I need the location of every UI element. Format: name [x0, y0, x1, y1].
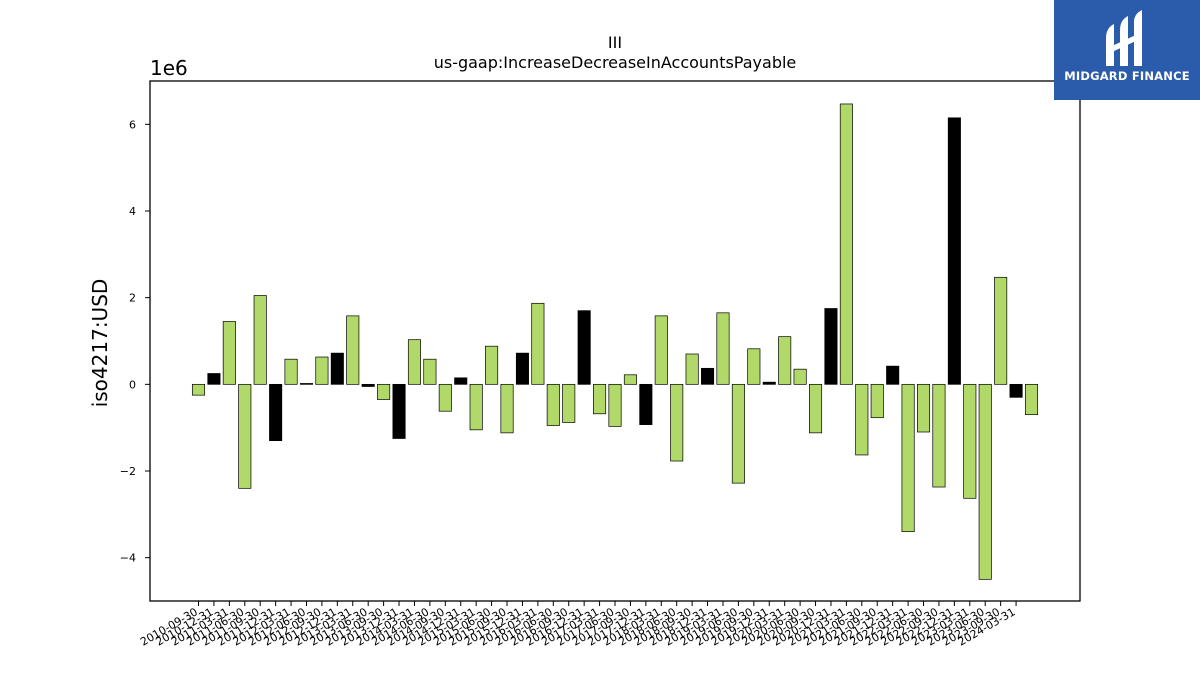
bar-2016-09-30: [562, 383, 576, 423]
bar-2020-06-30: [793, 368, 807, 385]
bar-2011-12-31: [269, 383, 283, 442]
bar-2021-03-31: [839, 103, 853, 385]
y-axis-label: iso4217:USD: [88, 279, 112, 408]
bar-2013-06-30: [361, 383, 375, 387]
chart-subtitle: us-gaap:IncreaseDecreaseInAccountsPayabl…: [434, 53, 797, 72]
bar-2013-03-31: [346, 315, 360, 385]
y-tick-label: 2: [129, 292, 136, 305]
bar-2022-03-31: [901, 383, 915, 533]
bar-2014-03-31: [407, 339, 421, 385]
bar-2016-03-31: [531, 302, 545, 385]
y-tick-label: 0: [129, 378, 136, 391]
bar-2023-09-30: [994, 276, 1008, 385]
bar-2019-09-30: [747, 348, 761, 385]
bars-layer: [191, 103, 1039, 580]
bar-2018-09-30: [685, 353, 699, 385]
bar-2012-06-30: [299, 383, 313, 385]
logo-text: MIDGARD FINANCE: [1064, 69, 1190, 83]
bar-2015-09-30: [500, 383, 514, 434]
bar-2020-09-30: [809, 383, 823, 434]
bar-2018-12-31: [701, 367, 715, 385]
bar-2011-06-30: [238, 383, 252, 489]
bar-2010-09-30: [191, 383, 206, 396]
y-tick-label: −4: [120, 552, 136, 565]
bar-2017-12-31: [639, 383, 653, 425]
chart-title: III: [608, 33, 622, 52]
bar-2019-12-31: [762, 381, 776, 385]
bar-2013-09-30: [377, 383, 391, 400]
bar-2020-03-31: [778, 336, 792, 385]
bar-2020-12-31: [824, 308, 838, 385]
bar-2023-03-31: [963, 383, 977, 499]
bar-2010-12-31: [207, 373, 221, 385]
bar-2016-06-30: [546, 383, 560, 426]
bar-2021-06-30: [855, 383, 869, 456]
bar-2017-06-30: [608, 383, 622, 427]
bar-2018-06-30: [670, 383, 684, 462]
bar-2017-03-31: [593, 383, 607, 415]
bar-2016-12-31: [577, 310, 591, 385]
bar-2013-12-31: [392, 383, 406, 439]
bar-2019-06-30: [731, 383, 745, 484]
bar-2011-03-31: [222, 321, 236, 385]
bar-2012-09-30: [315, 356, 329, 385]
y-tick-label: 4: [129, 205, 136, 218]
bar-2015-12-31: [515, 352, 529, 385]
plot-frame: [149, 80, 1081, 602]
bar-2012-03-31: [284, 358, 298, 385]
bar-2015-06-30: [485, 345, 499, 385]
bar-2015-03-31: [469, 383, 483, 431]
bar-2019-03-31: [716, 312, 730, 385]
bar-2014-09-30: [438, 383, 452, 412]
logo-mark-icon: [1106, 10, 1142, 66]
bar-2014-06-30: [423, 358, 437, 385]
bar-2011-09-30: [253, 295, 267, 385]
bar-2022-12-31: [947, 117, 961, 385]
bar-2017-09-30: [623, 374, 637, 385]
x-ticks: 2010-09-302010-12-312011-03-312011-06-30…: [138, 601, 1018, 649]
brand-logo: MIDGARD FINANCE: [1054, 0, 1200, 100]
y-tick-label: −2: [120, 465, 136, 478]
bar-2024-03-31: [1009, 383, 1023, 398]
y-ticks: −4 −2 0 2 4 6: [120, 118, 150, 565]
bar-2021-09-30: [870, 383, 884, 419]
y-tick-label: 6: [129, 118, 136, 131]
bar-2022-09-30: [932, 383, 946, 488]
bar-2021-12-31: [886, 365, 900, 385]
bar-extra-54: [1024, 383, 1039, 416]
bar-2022-06-30: [916, 383, 931, 433]
bar-2018-03-31: [654, 315, 668, 385]
y-scale-label: 1e6: [150, 56, 188, 80]
bar-2014-12-31: [454, 377, 468, 385]
bar-2012-12-31: [330, 352, 344, 385]
bar-2023-06-30: [978, 383, 992, 580]
